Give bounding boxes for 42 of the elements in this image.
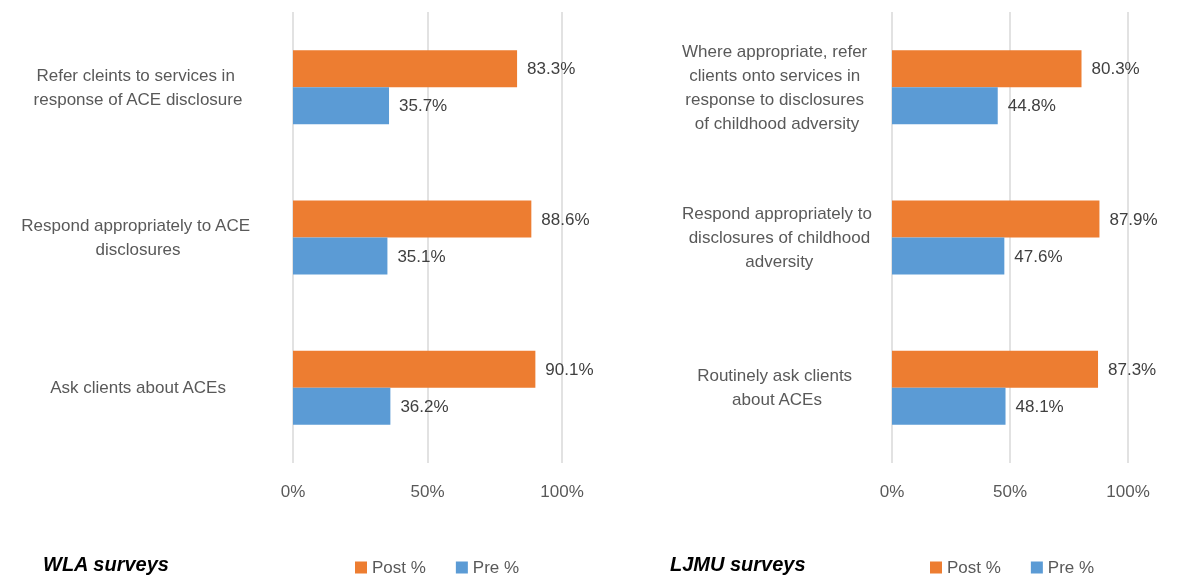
y-tick-label: Routinely ask clients about ACEs — [697, 366, 857, 410]
bar — [293, 387, 391, 425]
data-label: 83.3% — [527, 59, 576, 79]
bar — [892, 237, 1005, 275]
legend-label: Post % — [372, 558, 426, 577]
data-label: 88.6% — [541, 209, 590, 229]
bar — [892, 87, 998, 125]
data-label: 36.2% — [400, 396, 449, 416]
bar — [293, 200, 532, 238]
x-tick-label: 100% — [540, 482, 584, 501]
y-tick-label: Ask clients about ACEs — [50, 378, 226, 398]
text: LJMU surveys — [670, 553, 806, 575]
data-label: 35.7% — [399, 96, 448, 116]
data-label: 35.1% — [397, 246, 446, 266]
x-tick-label: 50% — [410, 482, 445, 501]
x-tick-label: 0% — [280, 482, 306, 501]
legend-label: Pre % — [1047, 558, 1095, 577]
data-label: 90.1% — [545, 359, 594, 379]
text: WLA surveys — [43, 553, 169, 575]
data-label: 87.9% — [1109, 209, 1158, 229]
x-tick-label: 100% — [1106, 482, 1150, 501]
data-label: 87.3% — [1108, 359, 1157, 379]
bar — [892, 200, 1100, 238]
bar — [892, 387, 1006, 425]
legend-label: Post % — [947, 558, 1001, 577]
bar — [892, 50, 1082, 88]
bar — [293, 350, 536, 388]
data-label: 48.1% — [1015, 396, 1064, 416]
bar — [293, 87, 390, 125]
x-tick-label: 50% — [992, 482, 1028, 501]
data-label: 44.8% — [1007, 96, 1056, 116]
y-tick-label: Where appropriate, refer clients onto services in response to disclosures of childhood adversity — [682, 41, 872, 133]
x-tick-label: 0% — [879, 482, 905, 501]
y-tick-label: Respond appropriately to ACE disclosures — [21, 216, 255, 259]
legend-label: Pre % — [472, 558, 520, 577]
bar — [892, 350, 1099, 388]
bar — [293, 237, 388, 275]
y-tick-label: Refer cleints to services in response of ACE disclosure — [33, 65, 243, 109]
y-tick-label: Respond appropriately to disclosures of childhood adversity — [682, 204, 872, 271]
bar — [293, 50, 518, 88]
data-label: 47.6% — [1014, 246, 1063, 266]
data-label: 80.3% — [1091, 59, 1140, 79]
